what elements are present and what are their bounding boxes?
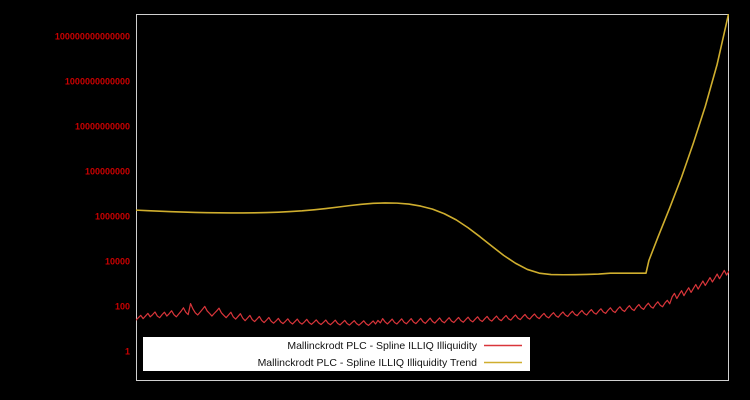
legend-label-0: Mallinckrodt PLC - Spline ILLIQ Illiquid… xyxy=(287,340,477,352)
y-axis-tick-labels: 1 100 10000 1000000 100000000 10000000000 1000… xyxy=(55,31,130,356)
y-axis-tick-label: 100000000 xyxy=(85,166,130,176)
y-axis-tick-label: 1 xyxy=(125,346,130,356)
plot-frame xyxy=(136,14,729,381)
y-axis-tick-label: 100000000000000 xyxy=(55,31,130,41)
plot-background xyxy=(136,14,729,381)
data-series-group xyxy=(136,14,729,327)
y-axis-tick-label: 10000 xyxy=(105,256,130,266)
y-axis-tick-label: 1000000 xyxy=(95,211,130,221)
series-line-illiquidity-trend xyxy=(136,14,729,276)
chart-legend[interactable]: Mallinckrodt PLC - Spline ILLIQ Illiquid… xyxy=(143,337,530,371)
legend-label-1: Mallinckrodt PLC - Spline ILLIQ Illiquid… xyxy=(258,357,478,369)
y-axis-tick-label: 100 xyxy=(115,301,130,311)
legend-background xyxy=(143,337,530,371)
y-axis-tick-label: 1000000000000 xyxy=(65,76,130,86)
y-axis-tick-label: 10000000000 xyxy=(75,121,130,131)
series-line-illiquidity xyxy=(136,269,729,327)
